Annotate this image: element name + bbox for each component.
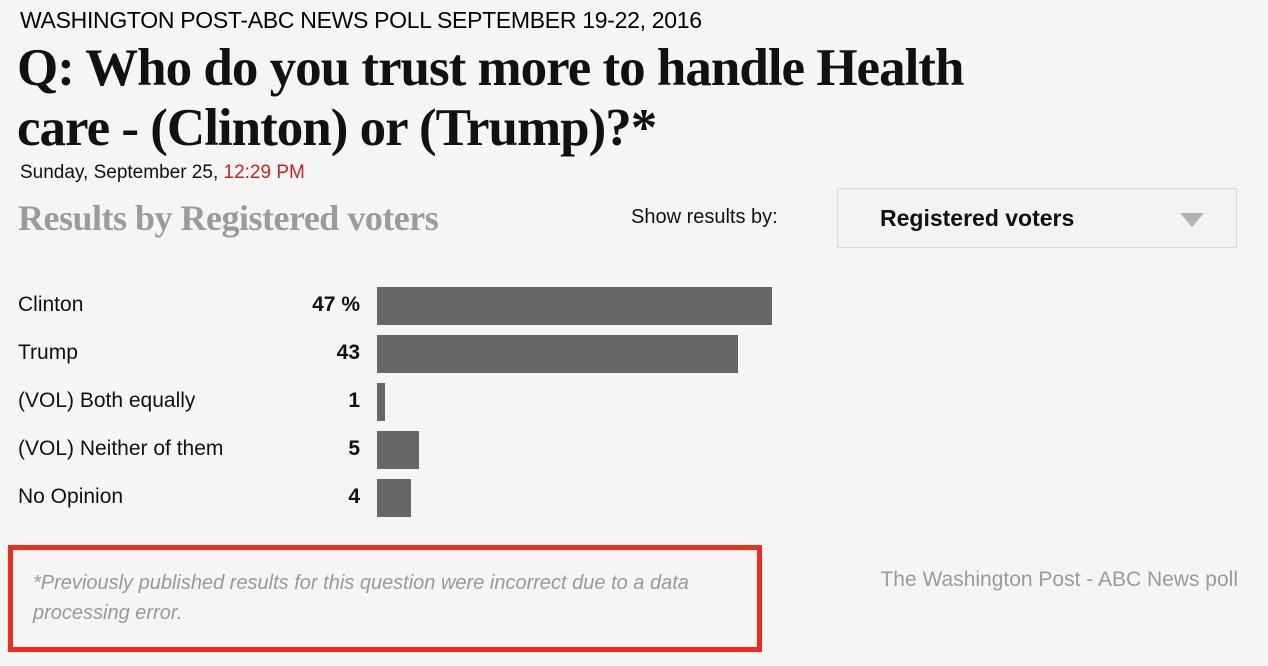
category-label: Trump [18, 341, 78, 364]
bar-track [377, 335, 1217, 373]
results-filter-dropdown[interactable]: Registered voters [837, 188, 1237, 248]
value-label: 43 [336, 341, 360, 364]
chart-row: Clinton 47 % [0, 283, 1268, 331]
value-label: 47 % [312, 293, 360, 316]
category-label: Clinton [18, 293, 84, 316]
poll-question-title: Q: Who do you trust more to handle Healt… [17, 38, 1217, 158]
bar [377, 335, 739, 373]
category-label: No Opinion [18, 485, 124, 508]
poll-kicker: WASHINGTON POST-ABC NEWS POLL SEPTEMBER … [20, 7, 702, 33]
value-label: 4 [348, 485, 360, 508]
dropdown-selected-value: Registered voters [880, 204, 1075, 231]
poll-question-line-2: care - (Clinton) or (Trump)?* [17, 99, 657, 157]
chevron-down-icon [1180, 213, 1204, 227]
chart-row: (VOL) Neither of them 5 [0, 427, 1268, 475]
category-label: (VOL) Neither of them [18, 437, 224, 460]
dateline-time: 12:29 PM [223, 162, 305, 183]
bar-track [377, 431, 1217, 469]
value-label: 1 [348, 389, 360, 412]
bar [377, 479, 411, 517]
correction-note: *Previously published results for this q… [33, 572, 689, 624]
chart-row: No Opinion 4 [0, 475, 1268, 523]
results-heading: Results by Registered voters [18, 198, 439, 238]
chart-row: Trump 43 [0, 331, 1268, 379]
source-credit: The Washington Post - ABC News poll [880, 568, 1238, 591]
bar-track [377, 383, 1217, 421]
bar-track [377, 479, 1217, 517]
category-label: (VOL) Both equally [18, 389, 196, 412]
bar [377, 431, 419, 469]
dateline-date: Sunday, September 25, [20, 162, 224, 183]
bar [377, 383, 386, 421]
poll-question-line-1: Q: Who do you trust more to handle Healt… [17, 39, 964, 97]
correction-note-box: *Previously published results for this q… [8, 545, 762, 652]
bar [377, 287, 772, 325]
chart-row: (VOL) Both equally 1 [0, 379, 1268, 427]
filter-label: Show results by: [631, 206, 778, 228]
dateline: Sunday, September 25, 12:29 PM [20, 162, 305, 184]
value-label: 5 [348, 437, 360, 460]
poll-bar-chart: Clinton 47 % Trump 43 (VOL) Both equally… [0, 283, 1268, 523]
bar-track [377, 287, 1217, 325]
